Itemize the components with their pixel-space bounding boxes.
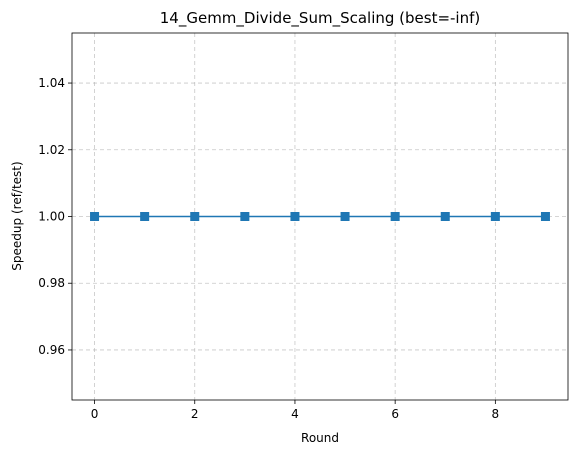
y-tick-label: 1.00: [38, 210, 65, 224]
data-point-marker: [490, 212, 500, 221]
data-point-marker: [190, 212, 200, 221]
x-tick-label: 2: [191, 407, 199, 421]
data-point-marker: [240, 212, 250, 221]
data-point-marker: [440, 212, 450, 221]
x-axis-ticks: 0 2 4 6 8: [91, 400, 499, 421]
data-point-marker: [540, 212, 550, 221]
chart-title: 14_Gemm_Divide_Sum_Scaling (best=-inf): [160, 9, 481, 28]
data-point-marker: [140, 212, 150, 221]
x-tick-label: 4: [291, 407, 299, 421]
plot-area: [90, 212, 550, 221]
x-tick-label: 6: [391, 407, 399, 421]
y-tick-label: 1.04: [38, 76, 65, 90]
y-axis-ticks: 0.96 0.98 1.00 1.02 1.04: [38, 76, 72, 357]
x-tick-label: 0: [91, 407, 99, 421]
y-tick-label: 0.96: [38, 343, 65, 357]
data-point-marker: [340, 212, 350, 221]
data-point-marker: [290, 212, 300, 221]
y-axis-label: Speedup (ref/test): [10, 161, 24, 270]
x-axis-label: Round: [301, 431, 339, 445]
x-tick-label: 8: [492, 407, 500, 421]
y-tick-label: 1.02: [38, 143, 65, 157]
data-point-marker: [390, 212, 400, 221]
y-tick-label: 0.98: [38, 276, 65, 290]
data-point-marker: [90, 212, 100, 221]
